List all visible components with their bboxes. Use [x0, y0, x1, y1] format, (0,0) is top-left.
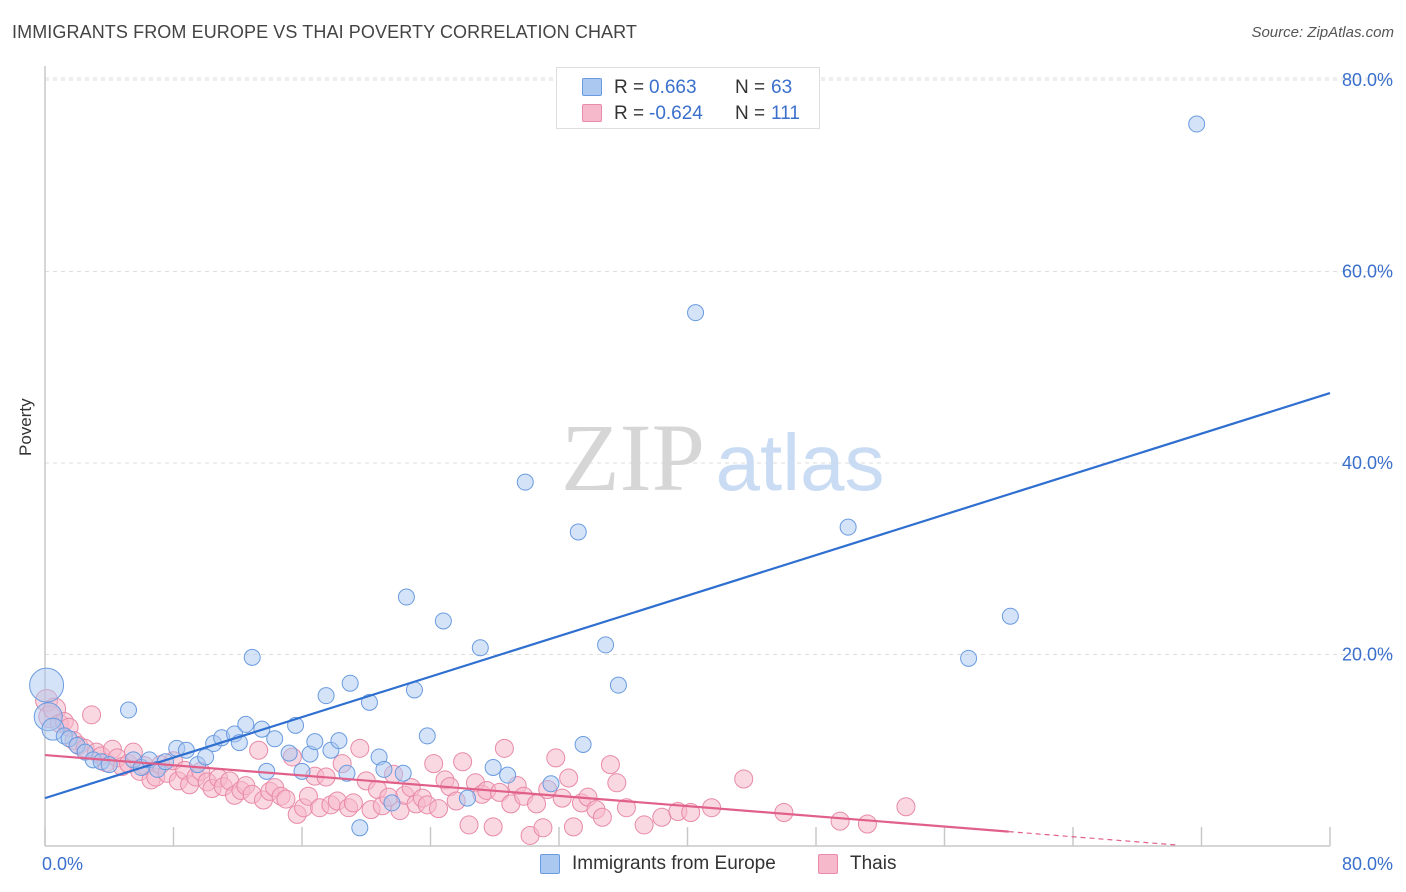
series-swatch-thais: [818, 854, 838, 874]
watermark-zip: ZIP: [561, 404, 705, 511]
y-tick-label: 20.0%: [1342, 645, 1393, 665]
legend-n-value: 63: [771, 77, 793, 98]
y-tick-label: 80.0%: [1342, 70, 1393, 90]
europe-point: [120, 701, 138, 719]
europe-point: [341, 674, 359, 692]
europe-point: [542, 775, 560, 793]
legend-row-europe: R = 0.663 N = 63: [557, 75, 819, 101]
europe-point: [471, 639, 489, 657]
thais-point: [592, 807, 612, 827]
thais-point: [600, 755, 620, 775]
tick-labels: 20.0% 40.0% 60.0% 80.0% 0.0% 80.0%: [42, 70, 1393, 874]
europe-point: [960, 649, 978, 667]
legend-r-label: R =: [614, 77, 645, 98]
legend-r-label: R =: [614, 103, 645, 124]
thais-point: [559, 768, 579, 788]
europe-point: [458, 789, 476, 807]
thais-point: [563, 817, 583, 837]
europe-point: [597, 636, 615, 654]
thais-point: [494, 738, 514, 758]
legend-r-value: -0.624: [649, 103, 703, 124]
thais-point: [634, 815, 654, 835]
thais-point: [249, 740, 269, 760]
chart-title: IMMIGRANTS FROM EUROPE VS THAI POVERTY C…: [12, 22, 638, 42]
thais-point: [276, 789, 296, 809]
europe-point: [375, 760, 393, 778]
trend-lines: [44, 392, 1331, 846]
thais-point: [681, 802, 701, 822]
thais-point: [533, 818, 553, 838]
x-tick-label: 0.0%: [42, 854, 83, 874]
europe-point: [338, 764, 356, 782]
europe-point: [29, 667, 65, 703]
legend-swatch-thais: [582, 104, 602, 122]
thais-point: [652, 807, 672, 827]
europe-point: [237, 715, 255, 733]
legend-n-label: N =: [735, 77, 766, 98]
europe-point: [569, 523, 587, 541]
europe-point: [317, 687, 335, 705]
legend-r-value: 0.663: [649, 77, 697, 98]
thais-point: [424, 754, 444, 774]
europe-point: [266, 730, 284, 748]
chart-source: Source: ZipAtlas.com: [1251, 24, 1394, 41]
thais-point: [552, 788, 572, 808]
thais-point: [453, 752, 473, 772]
grid-lines: [45, 77, 1392, 655]
europe-point: [280, 744, 298, 762]
thais-point: [857, 814, 877, 834]
thais-point: [896, 797, 916, 817]
europe-point: [609, 676, 627, 694]
europe-point: [351, 819, 369, 837]
europe-point: [360, 693, 378, 711]
europe-point: [499, 766, 517, 784]
legend-n-value: 111: [771, 103, 800, 124]
series-swatch-europe: [540, 854, 560, 874]
legend-row-thais: R = -0.624 N = 111: [557, 101, 819, 127]
thais-point: [734, 769, 754, 789]
thais-point: [607, 773, 627, 793]
thais-point: [343, 793, 363, 813]
europe-point: [574, 736, 592, 754]
series-label-thais: Thais: [850, 853, 897, 874]
europe-trend-line: [44, 392, 1331, 800]
europe-point: [516, 473, 534, 491]
thais-point: [429, 799, 449, 819]
europe-point: [484, 758, 502, 776]
legend-n-label: N =: [735, 103, 766, 124]
europe-point: [394, 764, 412, 782]
correlation-legend: R = 0.663 N = 63 R = -0.624 N = 111: [556, 67, 820, 129]
europe-point: [1188, 115, 1206, 133]
europe-point: [687, 304, 705, 322]
europe-point: [243, 648, 261, 666]
europe-point: [839, 518, 857, 536]
series-label-europe: Immigrants from Europe: [572, 853, 776, 874]
thais-trend-extension: [1008, 831, 1178, 846]
europe-point: [197, 748, 215, 766]
watermark: ZIP atlas: [561, 404, 884, 511]
thais-point: [616, 798, 636, 818]
thais-point: [459, 815, 479, 835]
europe-point: [397, 588, 415, 606]
thais-point: [298, 786, 318, 806]
x-tick-label: 80.0%: [1342, 854, 1393, 874]
europe-point: [383, 794, 401, 812]
europe-point: [1001, 607, 1019, 625]
y-tick-label: 40.0%: [1342, 453, 1393, 473]
europe-point: [330, 732, 348, 750]
thais-point: [483, 817, 503, 837]
europe-point: [434, 612, 452, 630]
thais-point: [546, 748, 566, 768]
europe-point: [306, 733, 324, 751]
watermark-atlas: atlas: [716, 418, 885, 507]
thais-point: [830, 811, 850, 831]
legend-swatch-europe: [582, 78, 602, 96]
y-tick-label: 60.0%: [1342, 262, 1393, 282]
thais-point: [82, 705, 102, 725]
thais-trend-line: [44, 753, 1009, 833]
series-legend: Immigrants from Europe Thais: [0, 850, 1406, 880]
europe-point: [418, 727, 436, 745]
thais-point: [350, 738, 370, 758]
